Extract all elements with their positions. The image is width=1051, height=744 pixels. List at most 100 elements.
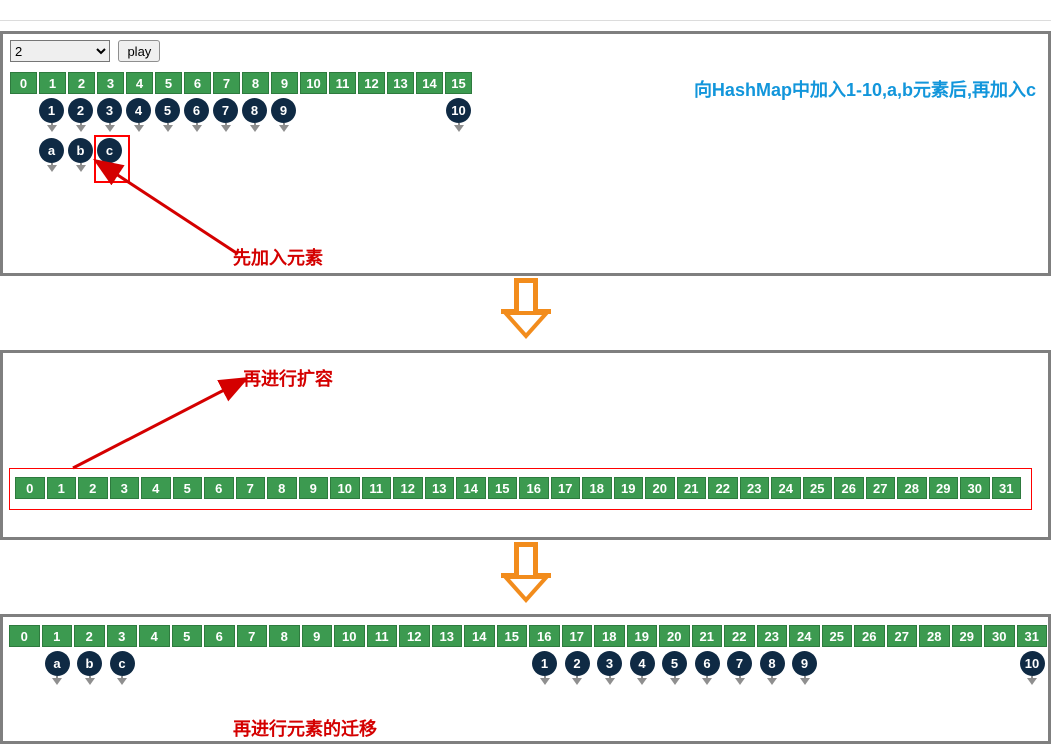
- title-text: 向HashMap中加入1-10,a,b元素后,再加入c: [694, 76, 1036, 102]
- bucket-index: 5: [173, 477, 203, 499]
- bucket-index: 27: [887, 625, 918, 647]
- bucket-index: 5: [172, 625, 203, 647]
- bucket-index: 27: [866, 477, 896, 499]
- bucket-index: 9: [299, 477, 329, 499]
- bucket-index: 0: [9, 625, 40, 647]
- arrow-resize: [58, 373, 248, 478]
- bucket-index: 29: [929, 477, 959, 499]
- bucket-index: 23: [740, 477, 770, 499]
- bucket-index: 5: [155, 72, 182, 94]
- bucket-index: 12: [393, 477, 423, 499]
- hash-node: 3: [597, 651, 622, 685]
- hash-node: 9: [792, 651, 817, 685]
- bucket-index: 28: [897, 477, 927, 499]
- node-row-1-9: 123456789: [39, 98, 296, 132]
- bucket-index: 30: [960, 477, 990, 499]
- bucket-index: 2: [74, 625, 105, 647]
- hash-node: 1: [39, 98, 64, 132]
- bucket-index: 31: [992, 477, 1022, 499]
- node-row-1-9-final: 123456789: [532, 651, 817, 685]
- bucket-index: 3: [107, 625, 138, 647]
- bucket-index: 17: [551, 477, 581, 499]
- bucket-index: 2: [68, 72, 95, 94]
- hash-node: a: [45, 651, 70, 685]
- hash-node: 10: [1020, 651, 1045, 685]
- bucket-index: 24: [771, 477, 801, 499]
- bucket-index: 22: [724, 625, 755, 647]
- hash-node: 1: [532, 651, 557, 685]
- bucket-index: 14: [464, 625, 495, 647]
- bucket-index: 24: [789, 625, 820, 647]
- bucket-index: 1: [47, 477, 77, 499]
- bucket-index: 25: [822, 625, 853, 647]
- bucket-index: 3: [97, 72, 124, 94]
- bucket-index: 30: [984, 625, 1015, 647]
- panel-after-migrate: 0123456789101112131415161718192021222324…: [0, 614, 1051, 744]
- bucket-index: 7: [236, 477, 266, 499]
- bucket-index: 25: [803, 477, 833, 499]
- bucket-index: 12: [399, 625, 430, 647]
- bucket-index: 11: [367, 625, 398, 647]
- node-10: 10: [446, 98, 471, 132]
- bucket-index: 20: [645, 477, 675, 499]
- hash-node: 6: [184, 98, 209, 132]
- bucket-index: 8: [242, 72, 269, 94]
- bucket-index: 9: [302, 625, 333, 647]
- hash-node: 4: [126, 98, 151, 132]
- node-row-abc-final: abc: [45, 651, 135, 685]
- bucket-index: 19: [627, 625, 658, 647]
- bucket-index: 31: [1017, 625, 1048, 647]
- bucket-index: 8: [269, 625, 300, 647]
- hash-node: 8: [760, 651, 785, 685]
- hash-node: a: [39, 138, 64, 172]
- bucket-index: 20: [659, 625, 690, 647]
- bucket-index: 8: [267, 477, 297, 499]
- bucket-index: 7: [213, 72, 240, 94]
- flow-arrow-1: [501, 278, 551, 348]
- bucket-index: 18: [582, 477, 612, 499]
- bucket-index: 2: [78, 477, 108, 499]
- bucket-index: 0: [15, 477, 45, 499]
- hash-node: 10: [446, 98, 471, 132]
- bucket-index: 0: [10, 72, 37, 94]
- bucket-index: 29: [952, 625, 983, 647]
- bucket-array-32: 0123456789101112131415161718192021222324…: [15, 477, 1021, 499]
- bucket-index: 13: [425, 477, 455, 499]
- bucket-index: 21: [692, 625, 723, 647]
- bucket-index: 19: [614, 477, 644, 499]
- hash-node: 6: [695, 651, 720, 685]
- panel-after-resize: 再进行扩容 0123456789101112131415161718192021…: [0, 350, 1051, 540]
- bucket-index: 10: [334, 625, 365, 647]
- hash-node: 7: [727, 651, 752, 685]
- bucket-index: 13: [387, 72, 414, 94]
- label-migrate: 再进行元素的迁移: [233, 715, 377, 741]
- play-button[interactable]: play: [118, 40, 160, 62]
- bucket-index: 15: [488, 477, 518, 499]
- top-divider: [0, 20, 1051, 21]
- label-resize: 再进行扩容: [243, 365, 333, 391]
- hash-node: 5: [155, 98, 180, 132]
- speed-select[interactable]: 2: [10, 40, 110, 62]
- bucket-index: 10: [300, 72, 327, 94]
- bucket-index: 10: [330, 477, 360, 499]
- highlight-c: [94, 135, 130, 183]
- bucket-index: 16: [519, 477, 549, 499]
- bucket-index: 4: [141, 477, 171, 499]
- bucket-index: 7: [237, 625, 268, 647]
- bucket-index: 9: [271, 72, 298, 94]
- hash-node: 9: [271, 98, 296, 132]
- bucket-index: 14: [416, 72, 443, 94]
- bucket-index: 1: [39, 72, 66, 94]
- bucket-index: 21: [677, 477, 707, 499]
- bucket-index: 13: [432, 625, 463, 647]
- bucket-index: 26: [834, 477, 864, 499]
- bucket-index: 3: [110, 477, 140, 499]
- bucket-index: 26: [854, 625, 885, 647]
- bucket-index: 18: [594, 625, 625, 647]
- bucket-index: 6: [204, 625, 235, 647]
- hash-node: 3: [97, 98, 122, 132]
- hash-node: 8: [242, 98, 267, 132]
- bucket-index: 23: [757, 625, 788, 647]
- hash-node: c: [110, 651, 135, 685]
- bucket-index: 14: [456, 477, 486, 499]
